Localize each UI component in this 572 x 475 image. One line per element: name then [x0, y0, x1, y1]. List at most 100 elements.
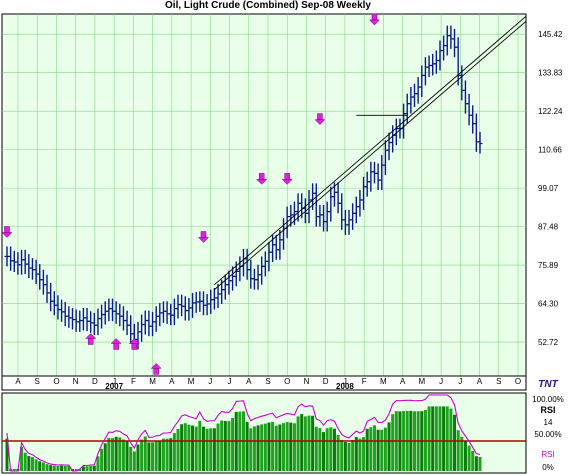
rsi-label: 14: [544, 418, 553, 427]
chart-title: Oil, Light Crude (Combined) Sep-08 Weekl…: [165, 0, 371, 11]
tnt-logo: TNT: [527, 376, 571, 390]
rsi-histogram-bar: [380, 429, 384, 471]
rsi-histogram-bar: [161, 438, 165, 471]
rsi-histogram-bar: [23, 452, 27, 471]
rsi-label: 100.00%: [532, 395, 564, 404]
rsi-histogram-bar: [358, 438, 362, 471]
rsi-histogram-bar: [431, 406, 435, 471]
rsi-label: RSI: [541, 450, 554, 459]
rsi-histogram-bar: [347, 442, 351, 471]
rsi-histogram-bar: [67, 465, 71, 471]
rsi-histogram-bar: [445, 406, 449, 471]
x-month-label: O: [515, 377, 521, 386]
rsi-histogram-bar: [336, 434, 340, 471]
x-month-label: A: [400, 377, 406, 386]
rsi-histogram-bar: [303, 416, 307, 471]
x-month-label: A: [246, 377, 252, 386]
rsi-histogram-bar: [74, 469, 78, 471]
x-month-label: M: [380, 377, 387, 386]
x-month-label: J: [343, 377, 347, 386]
arrow-down-icon: [314, 113, 326, 125]
rsi-histogram-bar: [252, 426, 256, 471]
rsi-histogram-bar: [89, 465, 93, 471]
arrow-down-icon: [197, 231, 210, 243]
rsi-histogram-bar: [81, 466, 85, 471]
rsi-histogram-bar: [369, 427, 373, 471]
rsi-histogram-bar: [325, 428, 329, 471]
x-month-label: D: [92, 377, 98, 386]
rsi-label: 0%: [542, 463, 554, 472]
rsi-histogram-bar: [362, 437, 366, 471]
rsi-histogram-bar: [187, 424, 191, 471]
rsi-histogram-bar: [143, 436, 147, 471]
rsi-histogram-bar: [271, 421, 275, 471]
y-axis-labels: 145.42 133.83 122.24 110.66 99.07 87.48 75.89 6…: [538, 30, 563, 347]
rsi-histogram-bar: [354, 437, 358, 471]
x-month-label: A: [477, 377, 483, 386]
rsi-histogram-bar: [92, 465, 96, 471]
arrow-down-icon: [1, 226, 13, 238]
y-tick-label: 122.24: [538, 107, 563, 116]
rsi-label: 50.00%: [534, 430, 561, 439]
rsi-histogram-bar: [63, 465, 67, 471]
x-month-label: O: [284, 377, 290, 386]
rsi-histogram-bar: [227, 421, 231, 471]
x-month-label: A: [15, 377, 21, 386]
y-tick-label: 64.30: [538, 300, 559, 309]
rsi-histogram-bar: [438, 406, 442, 471]
rsi-histogram-bar: [125, 441, 129, 471]
rsi-histogram-bar: [376, 429, 380, 471]
rsi-histogram-bar: [296, 416, 300, 471]
rsi-histogram-bar: [300, 414, 304, 471]
y-tick-label: 145.42: [538, 30, 563, 39]
rsi-histogram-bar: [180, 424, 184, 471]
rsi-histogram-bar: [285, 422, 289, 471]
arrow-down-icon: [368, 13, 381, 26]
rsi-series: [2, 394, 526, 472]
y-tick-label: 52.72: [538, 338, 559, 347]
y-tick-label: 133.83: [538, 69, 563, 78]
rsi-histogram-bar: [449, 408, 453, 471]
arrow-down-icon: [256, 173, 268, 185]
x-month-label: M: [188, 377, 195, 386]
rsi-histogram-bar: [391, 414, 395, 471]
x-month-label: J: [439, 377, 443, 386]
rsi-histogram-bar: [100, 448, 104, 471]
rsi-histogram-bar: [343, 441, 347, 471]
rsi-histogram-bar: [165, 438, 169, 471]
x-axis-band: [1, 375, 527, 391]
rsi-histogram-bar: [249, 428, 253, 471]
rsi-histogram-bar: [332, 428, 336, 471]
rsi-histogram-bar: [216, 423, 220, 471]
rsi-histogram-bar: [383, 427, 387, 471]
rsi-histogram-bar: [60, 465, 64, 471]
signal-arrows: [1, 13, 381, 375]
rsi-histogram-bar: [351, 439, 355, 471]
logo-text: TNT: [538, 379, 558, 390]
y-tick-label: 87.48: [538, 223, 559, 232]
trendlines: [214, 16, 527, 290]
rsi-histogram-bar: [20, 446, 24, 471]
rsi-histogram-bar: [427, 406, 431, 471]
rsi-histogram-bar: [78, 469, 82, 471]
y-tick-label: 75.89: [538, 261, 559, 270]
rsi-histogram-bar: [329, 427, 333, 471]
rsi-histogram-bar: [289, 422, 293, 471]
rsi-histogram-bar: [260, 424, 264, 471]
rsi-histogram-bar: [52, 465, 56, 471]
x-year-label: 2007: [105, 382, 123, 391]
rsi-histogram-bar: [151, 442, 155, 471]
x-month-label: O: [53, 377, 59, 386]
rsi-histogram-bar: [471, 450, 475, 471]
rsi-histogram-bar: [267, 422, 271, 471]
x-month-label: F: [131, 377, 136, 386]
rsi-histogram-bar: [154, 441, 158, 471]
rsi-histogram-bar: [111, 438, 115, 471]
rsi-histogram-bar: [245, 421, 249, 471]
rsi-histogram-bar: [38, 461, 42, 471]
trendline: [214, 16, 527, 286]
rsi-histogram-bar: [129, 446, 133, 471]
x-month-label: M: [149, 377, 156, 386]
rsi-histogram-bar: [263, 423, 267, 471]
